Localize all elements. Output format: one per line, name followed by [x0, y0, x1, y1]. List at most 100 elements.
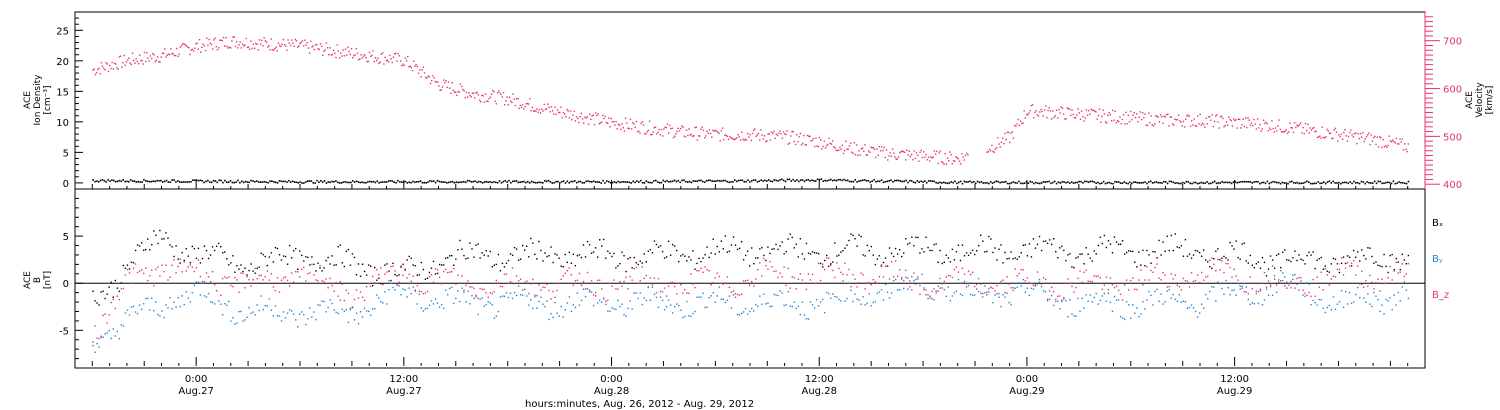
velocity-point [761, 134, 763, 136]
density-point [702, 180, 704, 183]
by-point [286, 312, 289, 314]
bx-point [108, 286, 110, 288]
density-point [880, 179, 883, 181]
bz-point [793, 276, 795, 279]
bx-point [1174, 233, 1177, 235]
density-point [508, 179, 510, 182]
density-point [865, 179, 868, 182]
velocity-point [555, 113, 557, 116]
density-point [816, 178, 819, 181]
bz-point [927, 294, 929, 296]
bx-point [982, 240, 984, 242]
bz-point [1239, 288, 1241, 290]
velocity-point [1363, 140, 1365, 143]
velocity-point [1209, 116, 1211, 118]
bz-point [1245, 291, 1247, 293]
bx-point [199, 262, 202, 264]
by-point [1367, 293, 1369, 295]
bz-point [1004, 291, 1006, 294]
bz-point [436, 269, 439, 271]
bz-point [313, 274, 315, 276]
velocity-point [1151, 123, 1153, 126]
velocity-point [519, 104, 521, 107]
velocity-point [259, 43, 262, 45]
density-point [367, 181, 369, 183]
density-point [449, 181, 452, 183]
velocity-point [271, 49, 274, 51]
bz-point [888, 278, 891, 280]
by-point [465, 301, 467, 303]
velocity-point [1070, 114, 1072, 117]
bx-point [120, 282, 123, 284]
by-point [761, 303, 763, 305]
bz-point [935, 292, 937, 294]
by-point [303, 314, 305, 316]
bx-point [246, 274, 248, 276]
bx-point [621, 251, 623, 253]
velocity-point [1314, 130, 1316, 133]
density-point [600, 182, 602, 184]
density-point [105, 181, 108, 183]
density-point [459, 181, 461, 184]
by-point [1294, 273, 1296, 276]
by-point [868, 293, 870, 295]
velocity-point [1133, 111, 1136, 114]
velocity-point [360, 54, 362, 56]
velocity-point [884, 156, 887, 159]
bx-point [678, 260, 680, 263]
bz-point [1105, 276, 1108, 278]
density-point [387, 180, 390, 182]
bx-point [1172, 249, 1174, 252]
by-point [751, 307, 753, 310]
by-point [1284, 276, 1286, 278]
bx-point [335, 264, 337, 266]
by-point [299, 313, 301, 315]
bz-point [147, 279, 149, 282]
density-point [824, 179, 826, 182]
bx-point [284, 255, 287, 258]
by-point [1095, 292, 1097, 295]
by-point [171, 308, 173, 310]
velocity-point [165, 56, 167, 58]
bx-point [1397, 261, 1399, 263]
by-point [984, 285, 986, 287]
velocity-point [747, 132, 749, 135]
bx-point [193, 247, 196, 250]
velocity-point [180, 44, 183, 47]
velocity-point [915, 152, 918, 154]
by-point [380, 301, 382, 303]
velocity-point [267, 46, 269, 48]
bz-point [570, 274, 573, 276]
by-point [886, 291, 889, 293]
bz-point [1259, 289, 1262, 292]
by-point [471, 295, 473, 297]
by-point [694, 310, 696, 313]
bz-point [761, 275, 763, 277]
velocity-point [1292, 131, 1295, 134]
by-point [104, 333, 106, 335]
bx-point [631, 267, 633, 269]
by-point [704, 306, 706, 309]
bx-point [815, 252, 818, 254]
bz-point [611, 285, 613, 288]
bz-point [1247, 293, 1249, 295]
velocity-point [462, 88, 464, 91]
density-point [899, 180, 902, 182]
density-point [269, 180, 271, 183]
velocity-point [99, 73, 101, 75]
by-point [1326, 306, 1329, 309]
bx-point [641, 262, 643, 264]
bz-point [1075, 286, 1077, 289]
bx-point [973, 253, 976, 256]
legend-bz: B_z [1432, 290, 1449, 301]
velocity-point [1389, 140, 1392, 142]
velocity-point [748, 136, 750, 138]
by-point [629, 300, 631, 302]
density-point [1339, 182, 1342, 185]
velocity-point [999, 146, 1001, 148]
by-point [1103, 292, 1106, 295]
velocity-point [331, 53, 334, 56]
velocity-point [1085, 109, 1088, 111]
velocity-point [810, 140, 812, 142]
